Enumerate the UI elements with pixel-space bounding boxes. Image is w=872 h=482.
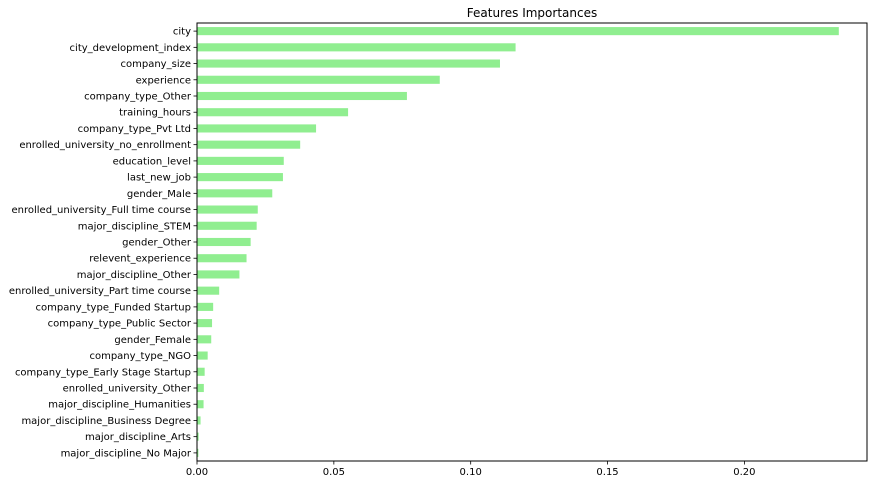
y-tick-label: company_type_NGO [89,351,191,362]
x-tick-label: 0.10 [460,467,482,478]
bar-company-size [197,59,500,68]
bar-major-discipline-humanities [197,400,204,409]
bars-layer [197,27,839,457]
y-tick-label: relevent_experience [89,254,191,265]
bar-major-discipline-business-degree [197,416,201,425]
y-tick-label: education_level [113,156,191,167]
bar-gender-female [197,335,212,344]
y-tick-label: gender_Other [122,238,192,249]
y-tick-label: company_size [121,59,191,70]
x-tick-label: 0.00 [186,467,208,478]
bar-major-discipline-arts [197,432,199,441]
bar-company-type-public-sector [197,319,213,328]
y-tick-label: major_discipline_Other [77,270,192,281]
y-tick-label: enrolled_university_Part time course [9,286,191,297]
y-tick-label: major_discipline_STEM [78,221,191,232]
bar-last-new-job [197,173,283,182]
y-tick-label: company_type_Other [84,92,192,103]
y-tick-label: city_development_index [70,43,192,54]
bar-company-type-early-stage-startup [197,367,205,376]
y-tick-label: gender_Female [114,335,191,346]
y-tick-label: enrolled_university_Full time course [12,205,192,216]
bar-enrolled-university-part-time-course [197,286,220,295]
bar-enrolled-university-full-time-course [197,205,258,214]
x-tick-label: 0.05 [323,467,345,478]
y-tick-label: major_discipline_Arts [85,432,191,443]
bar-company-type-pvt-ltd [197,124,317,133]
chart-title: Features Importances [467,6,597,20]
x-axis-ticks: 0.00 0.05 0.10 0.15 0.20 [186,461,756,478]
y-tick-label: major_discipline_Business Degree [21,416,191,427]
bar-city [197,27,839,36]
bar-major-discipline-stem [197,221,257,230]
y-tick-label: city [173,27,191,38]
y-tick-label: experience [136,75,191,86]
bar-training-hours [197,108,349,117]
y-tick-label: company_type_Funded Startup [36,302,191,313]
bar-experience [197,75,440,84]
bar-enrolled-university-no-enrollment [197,140,301,149]
bar-gender-male [197,189,273,198]
y-axis-ticks: city city_development_index company_sizeex… [9,27,197,459]
y-tick-label: company_type_Pvt Ltd [78,124,191,135]
y-tick-label: company_type_Public Sector [48,319,192,330]
bar-city-development-index [197,43,516,52]
bar-enrolled-university-other [197,383,204,393]
bar-company-type-ngo [197,351,208,360]
y-tick-label: major_discipline_Humanities [48,400,191,411]
y-tick-label: enrolled_university_Other [63,384,192,395]
bar-company-type-other [197,91,407,101]
bar-education-level [197,156,284,165]
bar-major-discipline-no-major [197,448,199,457]
bar-gender-other [197,237,251,247]
bar-relevent-experience [197,254,247,263]
plot-frame [196,22,868,462]
bar-major-discipline-other [197,270,240,279]
x-tick-label: 0.15 [596,467,618,478]
y-tick-label: training_hours [119,108,191,119]
x-tick-label: 0.20 [733,467,755,478]
bar-company-type-funded-startup [197,302,214,311]
y-tick-label: major_discipline_No Major [61,448,192,459]
y-tick-label: last_new_job [127,173,191,184]
y-tick-label: gender_Male [127,189,191,200]
y-tick-label: enrolled_university_no_enrollment [19,140,191,151]
y-tick-label: company_type_Early Stage Startup [15,367,191,378]
